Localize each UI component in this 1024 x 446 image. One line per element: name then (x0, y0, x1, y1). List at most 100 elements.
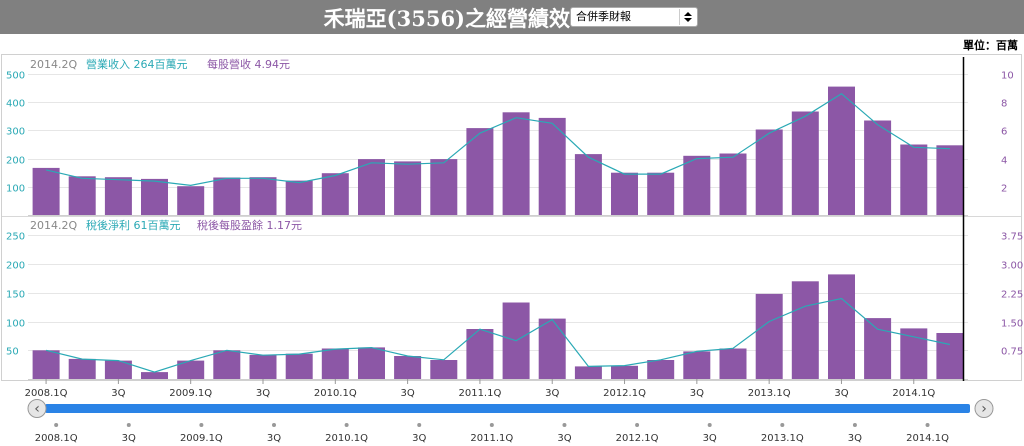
navigator-dot (199, 423, 204, 427)
revenue-panel-bar (791, 111, 819, 215)
net-income-panel-bar (828, 274, 855, 379)
revenue-panel-bar (141, 178, 168, 215)
net-income-panel-bar (321, 348, 349, 379)
select-arrows-icon (679, 9, 694, 25)
unit-label: 單位：百萬 (963, 39, 1018, 52)
navigator-label: 2010.1Q (325, 433, 368, 444)
revenue-panel-bar (900, 144, 928, 215)
revenue-panel-line (45, 92, 950, 187)
navigator-label: 3Q (267, 433, 281, 444)
revenue-panel-bar (104, 177, 132, 215)
navigator-label: 3Q (848, 433, 862, 444)
revenue-panel-bar (864, 120, 892, 215)
navigator-label: 2013.1Q (761, 433, 804, 444)
net-income-panel-bar (141, 372, 168, 379)
navigator-dot (272, 423, 276, 427)
net-income-panel-bar (647, 360, 675, 379)
net-income-panel-bar (755, 293, 783, 379)
left-axis-tick: 500 (6, 71, 25, 82)
left-axis-tick: 400 (6, 99, 25, 110)
revenue-panel-bar (321, 173, 349, 215)
revenue-panel-bar (430, 159, 458, 215)
revenue-panel-bar (394, 161, 422, 215)
right-axis-tick: 2 (1001, 184, 1007, 195)
revenue-panel-bar (213, 177, 241, 215)
revenue-panel-bar (647, 172, 675, 215)
navigator-dot (635, 423, 640, 427)
net-income-panel-bar (683, 351, 711, 379)
navigator-label: 2008.1Q (35, 433, 78, 444)
report-type-select[interactable]: 合併季財報 (570, 7, 698, 27)
navigator-label: 3Q (122, 433, 136, 444)
left-axis-tick: 250 (6, 232, 25, 243)
navigator-dot (344, 423, 349, 427)
right-axis-tick: 3.75 (1001, 232, 1023, 243)
navigator-label: 3Q (557, 433, 571, 444)
net-income-panel-period: 2014.2Q (30, 219, 77, 232)
x-axis-label: 2014.1Q (892, 388, 935, 399)
net-income-panel-bar (864, 318, 892, 379)
revenue-panel-bar (466, 128, 494, 215)
right-axis-tick: 6 (1001, 127, 1007, 138)
net-income-panel-bar (68, 358, 96, 379)
navigator-dot (707, 423, 712, 427)
x-axis-label: 3Q (834, 388, 848, 399)
navigator-dot (852, 423, 857, 427)
net-income-panel-bar (104, 360, 132, 379)
navigator-dot (925, 423, 930, 427)
report-type-value: 合併季財報 (576, 10, 631, 23)
net-income-panel-bar (574, 366, 602, 379)
navigator-dot (562, 423, 567, 427)
net-income-panel-bar (936, 333, 964, 379)
navigator-scrollbar[interactable] (45, 404, 970, 413)
revenue-panel-bar (683, 155, 711, 216)
left-axis-tick: 100 (6, 184, 25, 195)
navigator-dot (780, 423, 785, 427)
navigator-label: 2011.1Q (470, 433, 513, 444)
net-income-panel-bar (900, 328, 928, 379)
navigator-label: 2014.1Q (906, 433, 949, 444)
revenue-panel-bar (574, 154, 602, 215)
revenue-panel-period: 2014.2Q (30, 58, 77, 71)
revenue-panel-value-label: 營業收入 264百萬元 (86, 57, 188, 71)
net-income-panel-eps-label: 稅後每股盈餘 1.17元 (197, 218, 302, 232)
x-axis-label: 2012.1Q (603, 388, 646, 399)
revenue-panel-bar (358, 159, 385, 215)
navigator-dot (417, 423, 422, 427)
net-income-panel-bar (719, 348, 747, 379)
net-income-panel-line (45, 297, 951, 373)
net-income-panel-bar (430, 360, 458, 379)
right-axis-tick: 10 (1001, 71, 1014, 82)
x-axis-label: 2010.1Q (314, 388, 357, 399)
navigator-label: 3Q (703, 433, 717, 444)
revenue-panel-bar (177, 186, 205, 215)
left-axis-tick: 300 (6, 127, 25, 138)
left-axis-tick: 200 (6, 156, 25, 167)
navigator-right-button[interactable] (974, 399, 994, 418)
net-income-panel-bar (611, 365, 638, 379)
revenue-panel-bar (755, 129, 783, 215)
revenue-panel-bar (828, 86, 855, 215)
net-income-panel-bar (358, 347, 385, 379)
right-axis-tick: 8 (1001, 99, 1007, 110)
x-axis-label: 2008.1Q (25, 388, 68, 399)
revenue-panel-eps-label: 每股營收 4.94元 (207, 57, 290, 71)
x-axis-label: 3Q (400, 388, 414, 399)
revenue-panel-bar (68, 176, 96, 215)
navigator-left-button[interactable] (27, 399, 47, 418)
revenue-panel-bar (719, 153, 747, 215)
revenue-panel-bar (611, 172, 638, 215)
navigator-dot (126, 423, 131, 427)
navigator-dot (489, 423, 494, 427)
net-income-panel-bar (791, 281, 819, 380)
chart-frame (1, 54, 1022, 381)
revenue-panel-bar (249, 177, 277, 215)
left-axis-tick: 100 (6, 319, 25, 330)
navigator-left-icon: ‹ (34, 401, 40, 417)
net-income-panel-bar (249, 354, 277, 379)
left-axis-tick: 150 (6, 290, 25, 301)
net-income-panel-bar (538, 318, 566, 379)
net-income-panel-value-label: 稅後淨利 61百萬元 (86, 218, 181, 232)
navigator-label: 2012.1Q (616, 433, 659, 444)
revenue-panel-bar (502, 112, 530, 215)
